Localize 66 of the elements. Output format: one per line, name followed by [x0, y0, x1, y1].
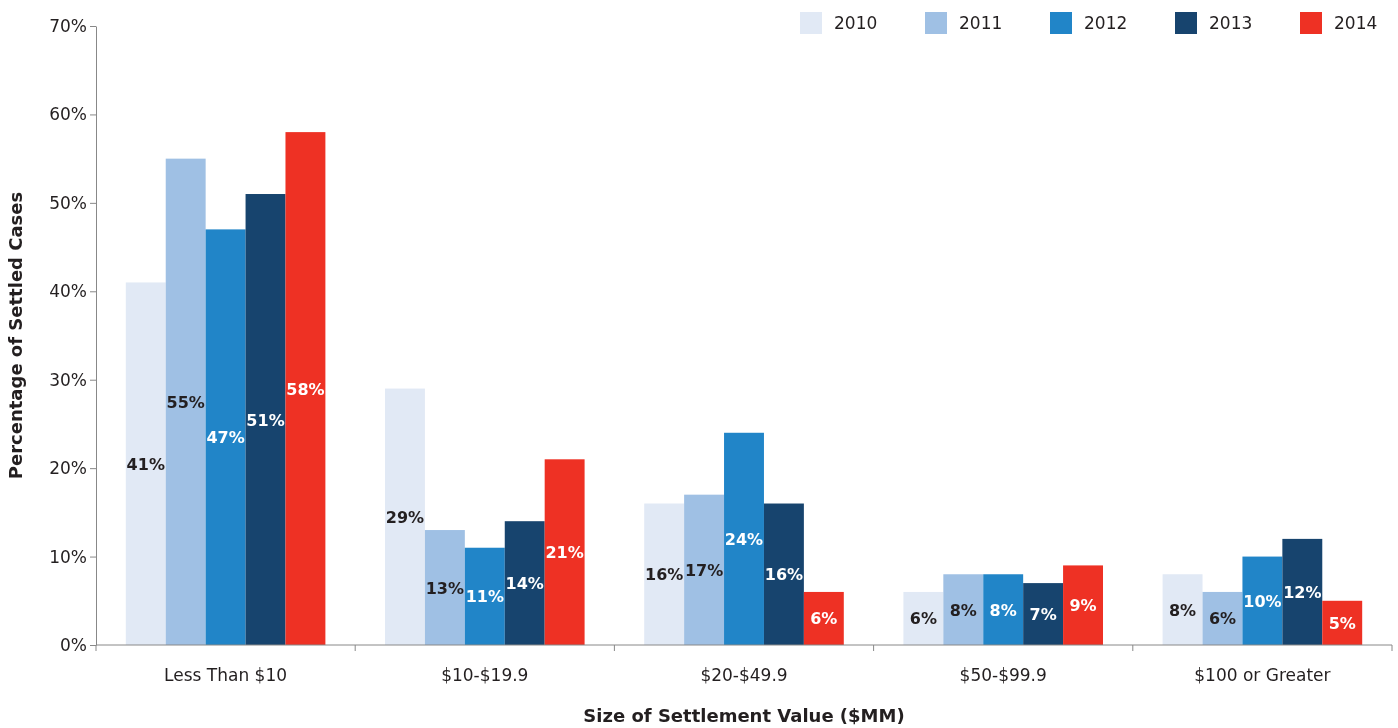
- x-axis-title: Size of Settlement Value ($MM): [583, 705, 905, 726]
- y-axis-title: Percentage of Settled Cases: [5, 191, 26, 480]
- data-label: 16%: [645, 565, 684, 585]
- x-tick-label: $50-$99.9: [959, 665, 1047, 685]
- x-tick-label: $100 or Greater: [1194, 665, 1331, 685]
- bar: [1023, 583, 1064, 645]
- bar: [504, 521, 545, 645]
- x-tick-label: $10-$19.9: [441, 665, 529, 685]
- data-label: 55%: [166, 392, 205, 412]
- data-label: 6%: [1208, 609, 1237, 629]
- y-tick-label: 40%: [49, 281, 87, 302]
- bar: [943, 574, 984, 645]
- data-label: 9%: [1069, 596, 1097, 616]
- bar: [763, 503, 804, 645]
- data-label: 16%: [764, 565, 804, 585]
- y-tick-label: 50%: [49, 192, 87, 213]
- data-label: 6%: [909, 609, 937, 629]
- x-tick-label: $20-$49.9: [700, 665, 788, 685]
- data-label: 51%: [246, 410, 285, 430]
- bar: [1063, 565, 1103, 645]
- legend-label: 2010: [834, 13, 878, 33]
- data-label: 5%: [1328, 613, 1356, 633]
- bar: [983, 574, 1024, 645]
- bar: [464, 547, 505, 645]
- bar: [285, 132, 326, 645]
- data-label: 14%: [505, 574, 544, 594]
- y-tick-label: 30%: [49, 369, 87, 390]
- bar: [205, 229, 246, 645]
- bar: [644, 503, 685, 645]
- y-tick-label: 10%: [49, 546, 87, 567]
- data-label: 47%: [206, 428, 245, 448]
- data-label: 21%: [545, 543, 584, 563]
- y-tick-label: 60%: [49, 104, 87, 125]
- data-label: 10%: [1243, 591, 1282, 611]
- bar: [724, 432, 764, 645]
- bar: [424, 530, 465, 645]
- bar: [1162, 574, 1203, 645]
- y-tick-label: 20%: [49, 458, 87, 479]
- y-tick-label: 0%: [60, 634, 87, 655]
- data-label: 12%: [1283, 582, 1322, 602]
- bar: [165, 158, 206, 645]
- data-label: 8%: [949, 600, 977, 620]
- data-label: 11%: [465, 587, 504, 607]
- data-label: 58%: [286, 379, 325, 399]
- data-label: 8%: [1168, 600, 1197, 620]
- data-label: 29%: [385, 507, 425, 527]
- data-label: 17%: [684, 560, 724, 580]
- data-label: 24%: [724, 529, 764, 549]
- y-tick-label: 70%: [49, 15, 87, 36]
- bar: [385, 388, 425, 645]
- bar: [125, 282, 166, 645]
- data-label: 8%: [989, 600, 1017, 620]
- bar: [684, 494, 725, 645]
- bar: [245, 194, 286, 645]
- data-label: 6%: [810, 609, 838, 629]
- bar: [1282, 538, 1323, 645]
- x-tick-label: Less Than $10: [164, 665, 288, 685]
- bar: [1242, 556, 1283, 645]
- data-label: 7%: [1029, 605, 1057, 625]
- data-label: 13%: [425, 578, 465, 598]
- legend-label: 2014: [1334, 13, 1378, 33]
- legend-label: 2011: [959, 13, 1003, 33]
- legend-label: 2013: [1209, 13, 1253, 33]
- bar: [544, 459, 585, 645]
- legend-label: 2012: [1084, 13, 1128, 33]
- data-label: 41%: [126, 454, 165, 474]
